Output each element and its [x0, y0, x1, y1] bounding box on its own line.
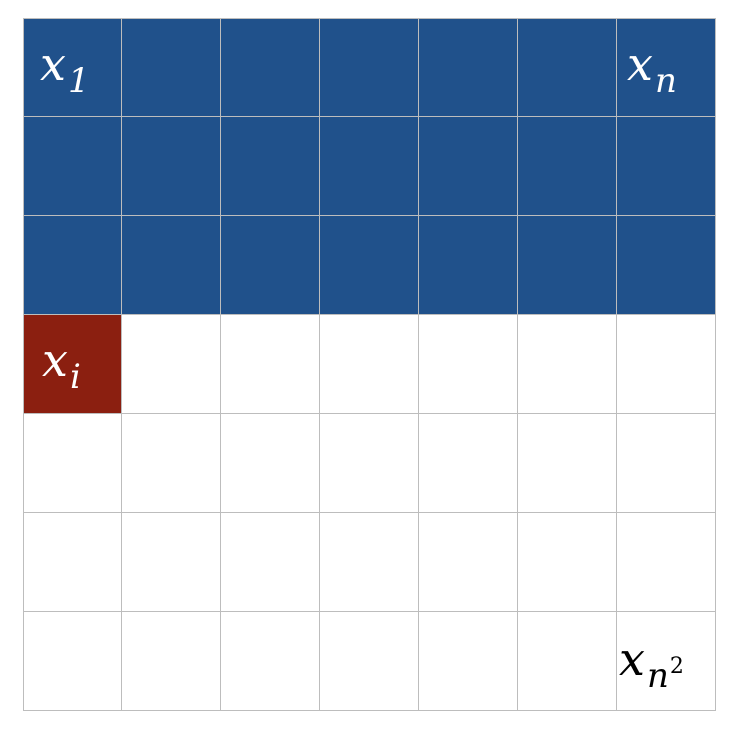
empty-cell — [23, 513, 122, 612]
empty-cell — [617, 513, 716, 612]
matrix-grid: x1 xn xi xn2 — [23, 18, 716, 711]
filled-cell — [419, 117, 518, 216]
filled-cell — [617, 117, 716, 216]
filled-cell — [221, 18, 320, 117]
empty-cell — [23, 414, 122, 513]
empty-cell — [617, 315, 716, 414]
empty-cell — [221, 315, 320, 414]
empty-cell — [122, 612, 221, 711]
highlighted-cell: xi — [23, 315, 122, 414]
empty-cell: xn2 — [617, 612, 716, 711]
filled-cell: xn — [617, 18, 716, 117]
empty-cell — [617, 414, 716, 513]
empty-cell — [419, 513, 518, 612]
label-superscript: 2 — [669, 654, 684, 679]
filled-cell — [419, 18, 518, 117]
label-subscript: n — [654, 61, 677, 101]
filled-cell — [518, 117, 617, 216]
filled-cell — [320, 117, 419, 216]
empty-cell — [122, 315, 221, 414]
empty-cell — [122, 414, 221, 513]
empty-cell — [518, 315, 617, 414]
empty-cell — [419, 414, 518, 513]
empty-cell — [221, 513, 320, 612]
empty-cell — [419, 315, 518, 414]
cell-label: x1 — [40, 41, 90, 98]
filled-cell — [122, 117, 221, 216]
empty-cell — [320, 513, 419, 612]
empty-cell — [419, 612, 518, 711]
filled-cell — [320, 18, 419, 117]
filled-cell: x1 — [23, 18, 122, 117]
empty-cell — [518, 612, 617, 711]
filled-cell — [320, 216, 419, 315]
empty-cell — [122, 513, 221, 612]
empty-cell — [320, 414, 419, 513]
filled-cell — [419, 216, 518, 315]
empty-cell — [320, 315, 419, 414]
cell-label: xn — [627, 41, 677, 98]
empty-cell — [23, 612, 122, 711]
empty-cell — [518, 414, 617, 513]
empty-cell — [518, 513, 617, 612]
filled-cell — [617, 216, 716, 315]
filled-cell — [122, 18, 221, 117]
label-subscript: n — [646, 656, 669, 696]
empty-cell — [221, 612, 320, 711]
filled-cell — [221, 117, 320, 216]
label-variable: x — [40, 37, 66, 91]
label-subscript: i — [69, 357, 81, 397]
cell-label: xn2 — [619, 636, 684, 693]
label-variable: x — [619, 632, 645, 686]
label-variable: x — [627, 37, 653, 91]
empty-cell — [320, 612, 419, 711]
filled-cell — [221, 216, 320, 315]
filled-cell — [518, 216, 617, 315]
cell-label: xi — [42, 337, 81, 394]
filled-cell — [518, 18, 617, 117]
label-subscript: 1 — [67, 61, 90, 101]
empty-cell — [221, 414, 320, 513]
filled-cell — [23, 216, 122, 315]
filled-cell — [122, 216, 221, 315]
label-variable: x — [42, 333, 68, 387]
filled-cell — [23, 117, 122, 216]
